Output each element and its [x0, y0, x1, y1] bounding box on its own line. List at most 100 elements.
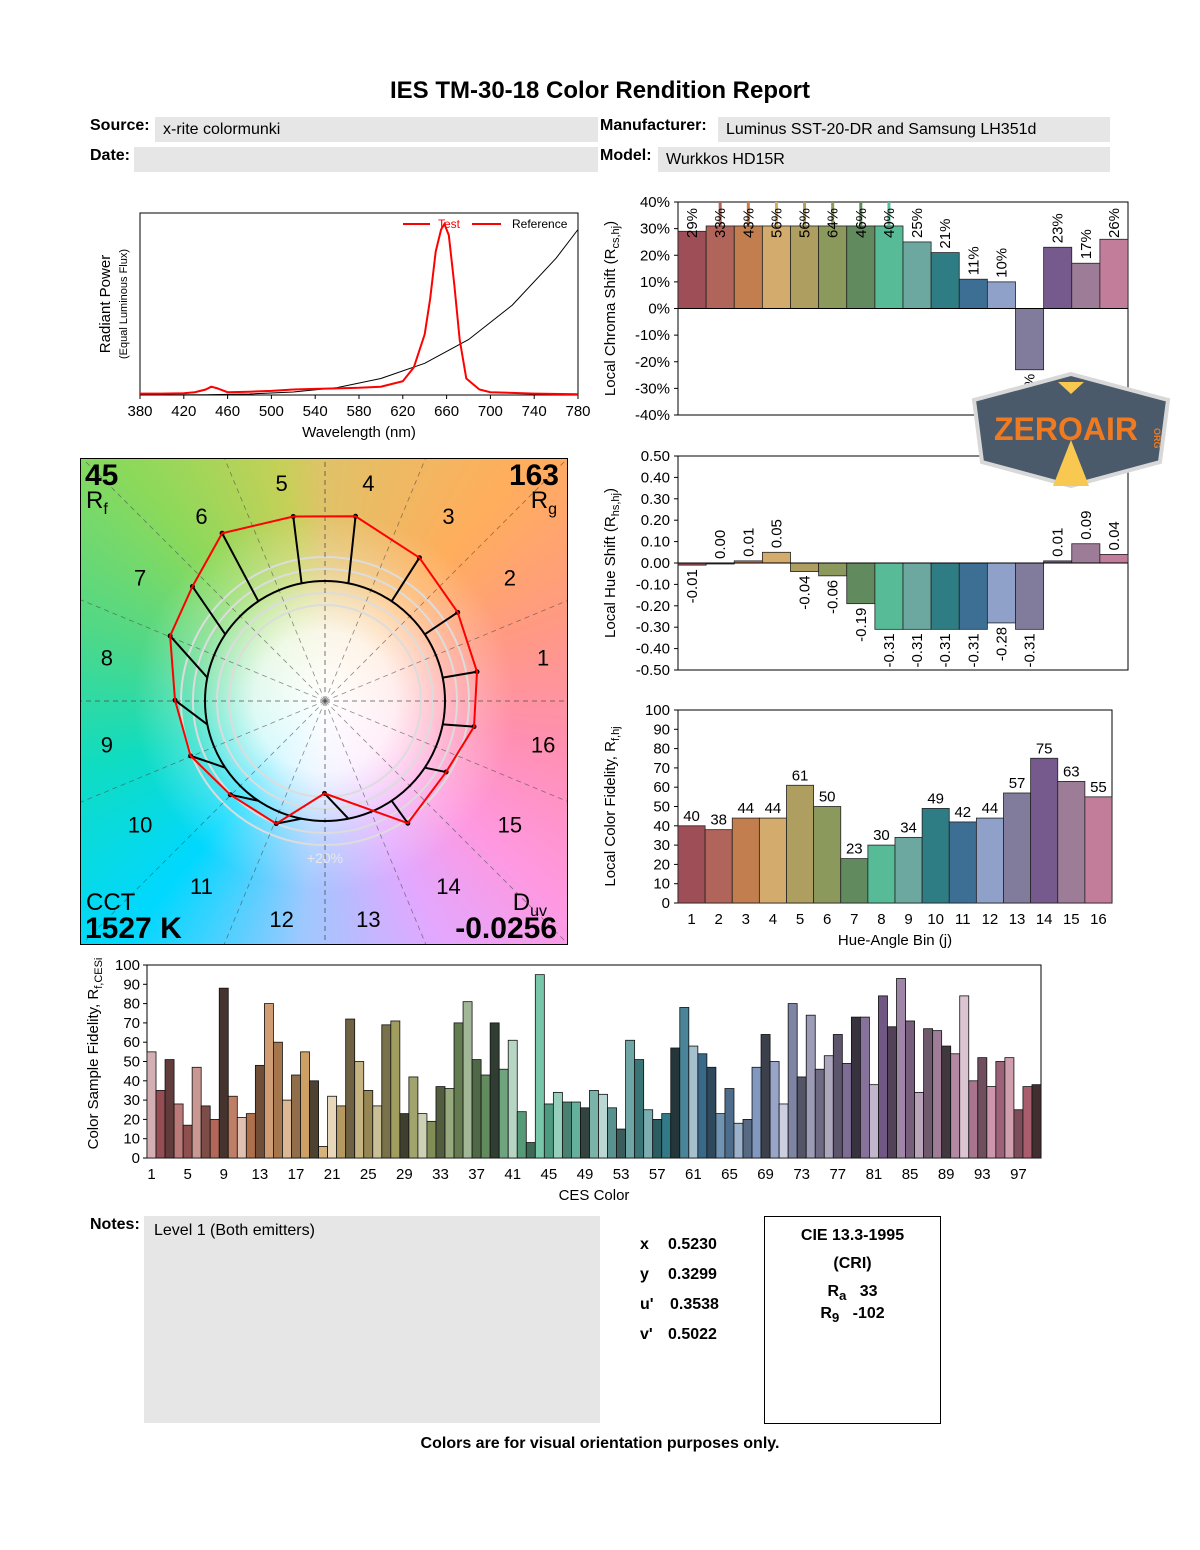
y-tick-label: -0.20 [636, 598, 670, 615]
bin-label-8: 8 [101, 646, 113, 671]
bar-ces-85 [905, 1020, 915, 1159]
bar-ces-17 [291, 1074, 301, 1159]
bar-ces-6 [191, 1066, 202, 1159]
x-tick-label: 2 [715, 911, 723, 928]
x-tick-label: 460 [215, 403, 240, 420]
bin-label-10: 10 [128, 813, 152, 838]
bar-ces-89 [941, 1045, 952, 1159]
rf-label: Rf [86, 487, 108, 518]
shift-arrow-bin-2 [424, 611, 459, 636]
bar-ces-39 [489, 1022, 500, 1159]
bar-bin-8 [874, 225, 904, 309]
cri-box: CIE 13.3-1995 (CRI) Ra 33 R9 -102 [764, 1216, 941, 1424]
x-tick-label: 10 [927, 911, 944, 928]
model-label: Model: [600, 147, 652, 164]
bar-ces-43 [525, 1142, 536, 1159]
shift-arrow-bin-3 [390, 557, 421, 602]
bar-ces-57 [652, 1118, 663, 1159]
y-tick-label: -10% [635, 327, 670, 344]
bin-boundary-line [324, 460, 566, 702]
x-tick-label: 780 [565, 403, 590, 420]
bar-ces-82 [878, 995, 888, 1159]
date-label: Date: [90, 147, 131, 164]
bar-ces-47 [561, 1101, 572, 1159]
bar-bin-3 [731, 817, 760, 904]
source-label: Source: [90, 117, 150, 134]
x-tick-label: 620 [390, 403, 415, 420]
legend-test-label: Test [438, 217, 461, 231]
bar-label: 50 [819, 789, 836, 806]
svg-text:ORG: ORG [1152, 428, 1162, 449]
y-axis-label: Local Chroma Shift (Rcs,hj) [602, 221, 622, 396]
notes-label: Notes: [90, 1216, 140, 1233]
x-tick-label: 45 [541, 1166, 558, 1183]
duv-value: -0.0256 [455, 912, 557, 945]
bar-ces-25 [363, 1090, 374, 1159]
bar-label: 17% [1078, 229, 1095, 259]
bin-label-12: 12 [269, 907, 293, 932]
bar-bin-13 [1015, 308, 1045, 371]
reference-ring [192, 568, 458, 834]
x-axis-label: Hue-Angle Bin (j) [838, 932, 952, 949]
bar-label: -0.01 [684, 569, 701, 603]
bar-ces-18 [300, 1051, 310, 1159]
bar-label: 10% [993, 248, 1010, 278]
bar-ces-83 [887, 1026, 897, 1159]
x-tick-label: 6 [823, 911, 831, 928]
y-tick-label: 20 [653, 856, 670, 873]
bar-ces-86 [914, 1091, 925, 1159]
bar-ces-62 [697, 1053, 708, 1159]
bar-ces-22 [336, 1105, 347, 1159]
x-tick-label: 13 [252, 1166, 269, 1183]
bar-ces-14 [263, 1003, 274, 1159]
x-tick-label: 3 [742, 911, 750, 928]
bar-bin-5 [786, 784, 815, 904]
cri-r9: R9 -102 [820, 1305, 885, 1326]
x-tick-label: 1 [687, 911, 695, 928]
shift-arrow-bin-5 [292, 516, 303, 584]
bar-ces-69 [760, 1034, 771, 1159]
bar-label: -0.31 [965, 633, 982, 667]
bar-ces-84 [896, 978, 906, 1159]
x-tick-label: 93 [974, 1166, 991, 1183]
rg-value: 163 [508, 459, 559, 492]
bar-label: 44 [982, 800, 999, 817]
bin-label-6: 6 [195, 504, 207, 529]
x-tick-label: 61 [685, 1166, 702, 1183]
x-tick-label: 85 [902, 1166, 919, 1183]
cri-title: CIE 13.3-1995 [800, 1227, 905, 1244]
bar-bin-15 [1057, 781, 1086, 904]
bar-label: -0.19 [853, 608, 870, 642]
bin-boundary-line [81, 700, 326, 803]
y-tick-label: 10% [640, 274, 670, 291]
bar-bin-13 [1015, 562, 1045, 630]
bar-label: 55 [1090, 779, 1107, 796]
bin-boundary-line [224, 459, 326, 702]
bar-ces-30 [408, 1076, 419, 1159]
x-tick-label: 37 [468, 1166, 485, 1183]
bar-ces-58 [661, 1113, 672, 1159]
bar-ces-33 [435, 1086, 446, 1159]
bar-bin-9 [902, 241, 932, 309]
y-tick-label: 80 [123, 996, 140, 1013]
bar-bin-11 [958, 278, 988, 309]
bar-ces-23 [345, 1018, 356, 1159]
bar-ces-94 [986, 1086, 997, 1159]
source-field: x-rite colormunki [155, 117, 598, 142]
y-tick-label: 10 [123, 1131, 140, 1148]
bin-label-13: 13 [356, 907, 380, 932]
bar-ces-92 [968, 1080, 979, 1159]
y-tick-label: -0.50 [636, 662, 670, 679]
x-tick-label: 420 [171, 403, 196, 420]
y-tick-label: 0.50 [641, 448, 670, 465]
bar-label: 56% [768, 208, 785, 238]
bar-ces-56 [643, 1109, 654, 1159]
y-tick-label: -0.10 [636, 576, 670, 593]
shift-arrow-bin-8 [169, 635, 209, 679]
y-tick-label: -0.30 [636, 619, 670, 636]
y-tick-label: -30% [635, 380, 670, 397]
bar-ces-35 [453, 1022, 464, 1159]
bar-label: 63 [1063, 763, 1080, 780]
bin-boundary-line [223, 700, 326, 944]
coord-x: x 0.5230 [640, 1236, 717, 1253]
